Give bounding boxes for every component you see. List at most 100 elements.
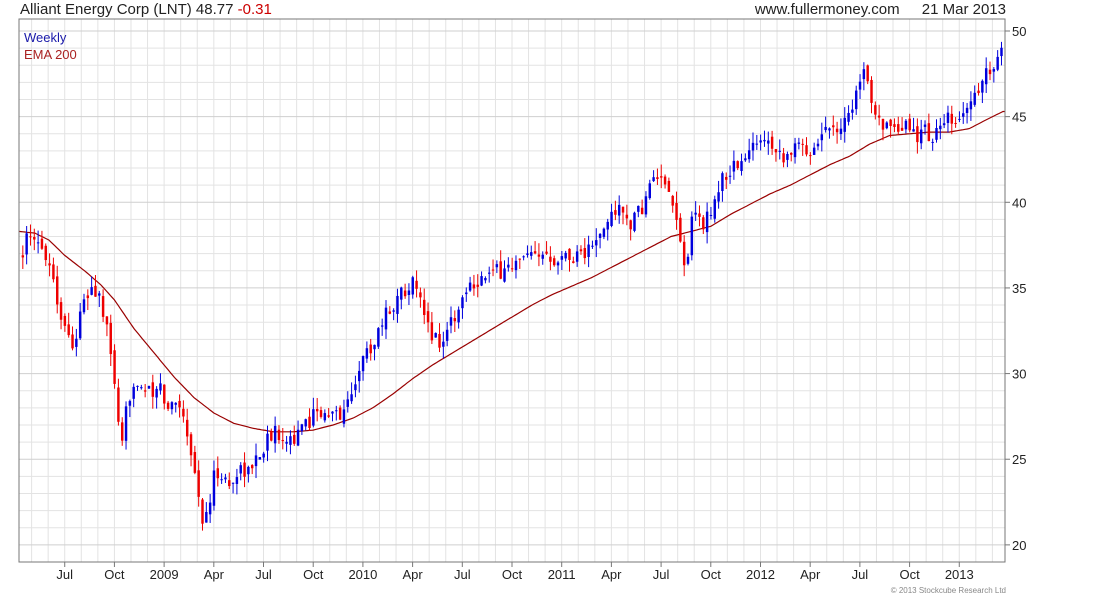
candle-body: [984, 68, 988, 85]
candle-body: [663, 176, 667, 185]
weekly-candle: [21, 245, 25, 269]
candle-body: [174, 402, 177, 405]
weekly-candle: [415, 270, 418, 298]
x-tick-label: Oct: [104, 567, 125, 582]
weekly-candle: [797, 137, 801, 150]
candle-body: [862, 69, 866, 80]
weekly-candle: [289, 430, 292, 455]
weekly-candle: [633, 211, 636, 233]
weekly-candle: [350, 382, 353, 404]
weekly-candle: [912, 117, 915, 132]
weekly-candle: [984, 57, 988, 93]
weekly-candle: [48, 253, 51, 277]
candle-body: [694, 212, 697, 215]
x-tick-label: Apr: [601, 567, 622, 582]
weekly-candle: [342, 399, 346, 428]
candle-body: [866, 65, 869, 82]
weekly-candle: [801, 138, 804, 156]
x-tick-label: Oct: [303, 567, 324, 582]
weekly-candle: [767, 131, 770, 155]
weekly-candle: [725, 172, 728, 189]
candle-body: [537, 254, 541, 257]
candle-body: [273, 425, 277, 444]
weekly-candle: [243, 452, 246, 488]
weekly-candle: [208, 494, 212, 523]
weekly-candle: [182, 400, 185, 423]
candle-body: [293, 434, 296, 444]
candle-body: [342, 409, 346, 424]
candle-body: [33, 237, 36, 240]
candle-body: [189, 434, 193, 456]
weekly-candle: [763, 130, 766, 147]
candle-body: [231, 482, 235, 484]
weekly-candle: [377, 327, 380, 349]
weekly-candle: [778, 139, 781, 160]
candle-body: [105, 316, 109, 325]
candle-body: [98, 293, 101, 296]
weekly-candle: [660, 164, 663, 189]
legend-entry: EMA 200: [24, 47, 77, 62]
candle-body: [457, 309, 460, 323]
weekly-candle: [472, 274, 476, 296]
candle-body: [163, 384, 166, 404]
candle-body: [159, 383, 162, 391]
weekly-candle: [247, 465, 250, 483]
candle-body: [380, 325, 384, 327]
weekly-candle: [426, 302, 430, 333]
weekly-candle: [273, 416, 277, 453]
weekly-candle: [568, 248, 571, 272]
source-site[interactable]: www.fullermoney.com: [754, 1, 900, 18]
weekly-candle: [365, 341, 369, 363]
candle-body: [201, 499, 204, 524]
candle-body: [354, 384, 357, 391]
candle-body: [770, 136, 774, 149]
candle-body: [942, 123, 946, 126]
candle-body: [977, 90, 980, 94]
weekly-candle: [270, 428, 273, 442]
weekly-candle: [143, 383, 147, 398]
candle-body: [954, 122, 957, 124]
candle-body: [747, 150, 751, 160]
candle-body: [870, 79, 873, 103]
candle-body: [981, 80, 984, 93]
candle-body: [289, 436, 292, 445]
weekly-candle: [973, 85, 976, 107]
candle-body: [988, 69, 992, 75]
candle-body: [958, 118, 961, 120]
candle-body: [728, 175, 732, 177]
candle-body: [423, 299, 426, 316]
weekly-candle: [713, 195, 716, 223]
candle-body: [637, 205, 640, 212]
weekly-candle: [679, 213, 682, 243]
weekly-candle: [90, 276, 93, 296]
weekly-candle: [610, 203, 613, 228]
weekly-candle: [667, 177, 671, 193]
weekly-candle: [629, 219, 632, 241]
security-name: Alliant Energy Corp (LNT): [20, 1, 192, 18]
candle-body: [59, 302, 63, 320]
weekly-candle: [151, 374, 155, 409]
weekly-candle: [942, 114, 946, 129]
x-tick-label: 2013: [945, 567, 974, 582]
weekly-candle: [445, 321, 449, 347]
candle-body: [335, 410, 338, 412]
weekly-candle: [518, 258, 522, 269]
weekly-candle: [266, 425, 269, 462]
candle-body: [644, 196, 648, 215]
weekly-candle: [583, 238, 587, 265]
weekly-candle: [640, 199, 644, 215]
candle-body: [690, 216, 694, 256]
weekly-candle: [147, 385, 151, 390]
candle-body: [717, 192, 720, 202]
weekly-candle: [530, 245, 533, 260]
weekly-candle: [996, 50, 999, 72]
weekly-candle: [782, 147, 785, 168]
candle-body: [442, 341, 445, 347]
weekly-candle: [736, 160, 739, 171]
weekly-candle: [430, 312, 434, 345]
candle-body: [300, 424, 304, 432]
weekly-candle: [854, 85, 858, 115]
weekly-candle: [338, 405, 342, 421]
candle-body: [682, 241, 686, 266]
candle-body: [935, 127, 938, 140]
